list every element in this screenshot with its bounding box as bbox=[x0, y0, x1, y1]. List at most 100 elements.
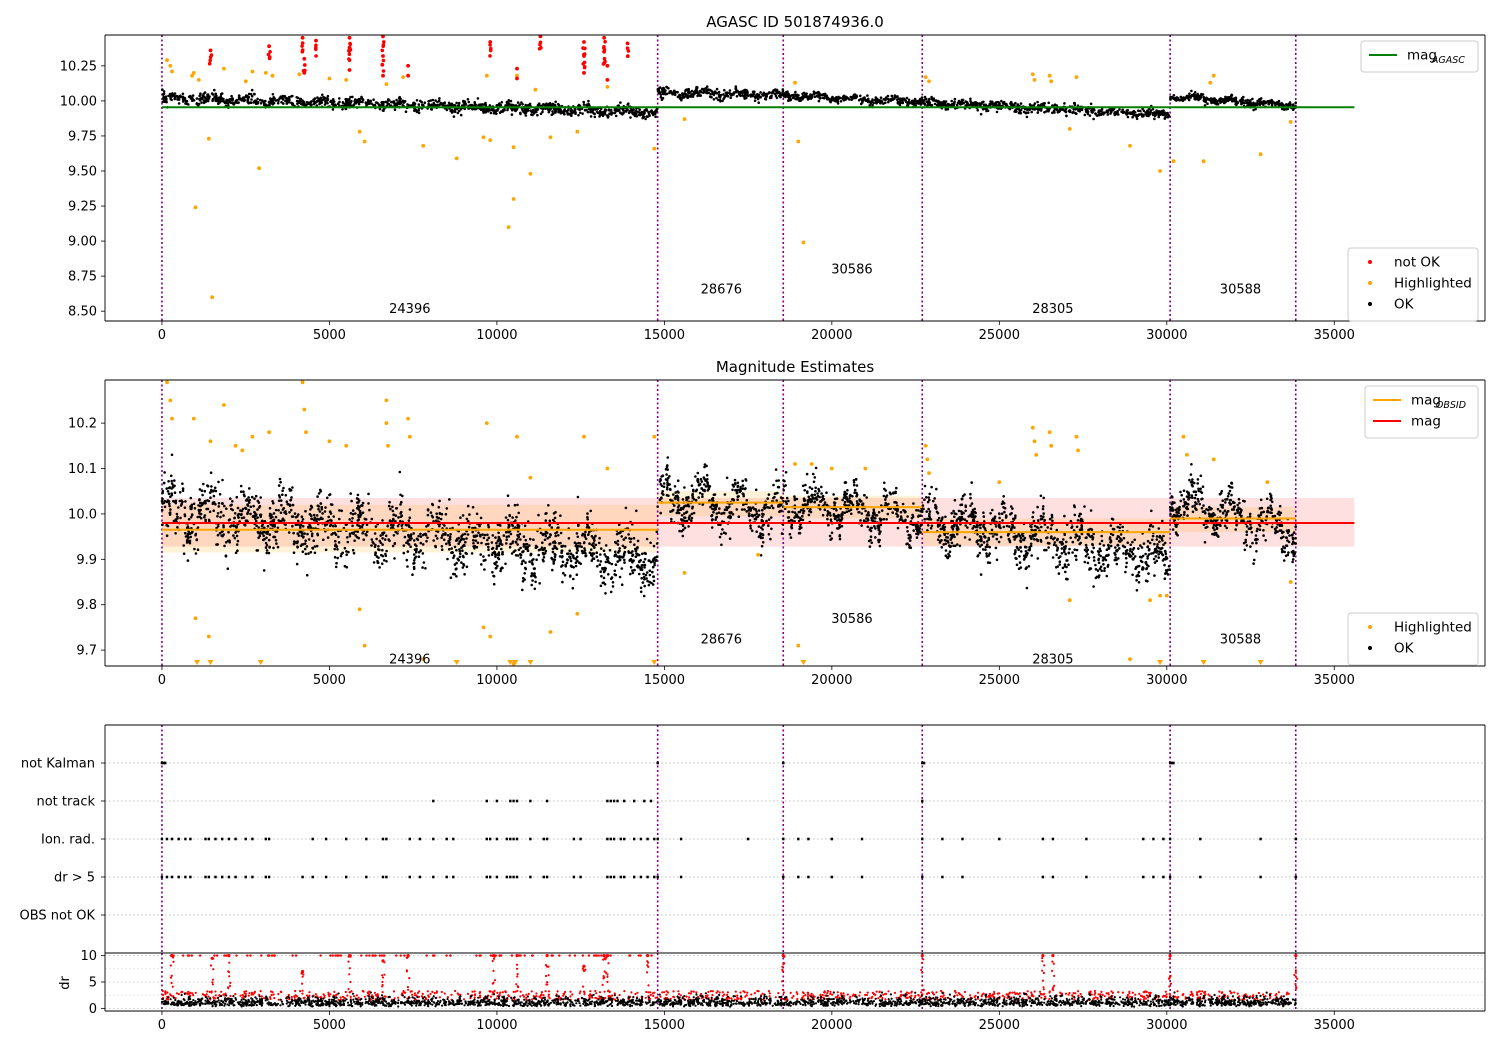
estimates-ok-point bbox=[290, 496, 293, 499]
estimates-ok-point bbox=[187, 518, 191, 521]
estimates-ok-point bbox=[271, 515, 274, 519]
estimates-ok-point bbox=[765, 519, 768, 523]
agasc-ok-point bbox=[753, 90, 756, 93]
agasc-ok-point bbox=[181, 95, 185, 99]
agasc-ok-point bbox=[168, 94, 172, 97]
estimates-ok-point bbox=[561, 580, 564, 584]
estimates-ok-point bbox=[297, 513, 300, 516]
estimates-ok-point bbox=[661, 490, 664, 493]
agasc-ok-point bbox=[1109, 109, 1113, 113]
estimates-ok-point bbox=[311, 546, 314, 550]
estimates-ok-point bbox=[432, 520, 435, 523]
estimates-ok-point bbox=[406, 565, 409, 568]
estimates-ok-point bbox=[465, 565, 469, 569]
estimates-ok-point bbox=[722, 531, 726, 534]
estimates-ok-point bbox=[292, 531, 295, 535]
estimates-ok-point bbox=[275, 542, 278, 545]
estimates-ok-point bbox=[331, 532, 335, 535]
agasc-ok-point bbox=[1073, 101, 1076, 105]
agasc-ok-point bbox=[1166, 115, 1170, 119]
estimates-ok-point bbox=[287, 503, 290, 506]
agasc-ok-point bbox=[213, 88, 216, 92]
estimates-ok-point bbox=[524, 566, 527, 570]
agasc-ok-point bbox=[933, 102, 937, 106]
estimates-ok-point bbox=[450, 547, 454, 550]
estimates-ok-point bbox=[717, 511, 721, 514]
agasc-ok-point bbox=[607, 108, 611, 111]
estimates-ok-point bbox=[631, 554, 634, 558]
agasc-highlighted-point bbox=[515, 73, 519, 78]
agasc-not-ok-point bbox=[381, 73, 385, 78]
estimates-ok-point bbox=[493, 551, 497, 554]
estimates-ok-point bbox=[681, 498, 685, 501]
agasc-ok-point bbox=[1047, 101, 1050, 105]
estimates-ok-point bbox=[161, 502, 164, 505]
agasc-ok-point bbox=[1010, 102, 1013, 105]
estimates-ok-point bbox=[218, 531, 222, 535]
agasc-ok-point bbox=[815, 94, 819, 98]
estimates-ok-point bbox=[629, 558, 633, 561]
estimates-ok-point bbox=[627, 550, 630, 553]
agasc-ok-point bbox=[1139, 109, 1142, 113]
estimates-ok-point bbox=[542, 556, 546, 559]
estimates-ok-point bbox=[317, 492, 321, 495]
estimates-ok-point bbox=[384, 534, 388, 538]
agasc-ok-point bbox=[318, 97, 322, 101]
estimates-ok-point bbox=[648, 559, 651, 562]
estimates-ok-point bbox=[664, 478, 668, 481]
estimates-ok-point bbox=[234, 531, 237, 534]
estimates-ok-point bbox=[216, 512, 220, 515]
agasc-highlighted-point bbox=[682, 117, 687, 121]
estimates-ok-point bbox=[247, 496, 250, 499]
estimates-ok-point bbox=[604, 544, 608, 547]
estimates-ok-point bbox=[281, 508, 285, 511]
estimates-ok-point bbox=[521, 580, 525, 583]
agasc-ok-point bbox=[645, 109, 649, 112]
estimates-ok-point bbox=[639, 586, 643, 590]
estimates-ok-point bbox=[659, 511, 662, 515]
estimates-ok-point bbox=[652, 544, 656, 548]
estimates-ok-point bbox=[252, 504, 255, 508]
estimates-ok-point bbox=[495, 566, 498, 570]
agasc-not-ok-point bbox=[515, 66, 519, 71]
estimates-ok-point bbox=[676, 509, 680, 512]
agasc-ok-point bbox=[764, 98, 768, 101]
agasc-ok-point bbox=[326, 98, 330, 101]
agasc-ok-point bbox=[570, 111, 573, 115]
estimates-ok-point bbox=[335, 561, 338, 565]
agasc-ok-point bbox=[452, 115, 456, 118]
agasc-ok-point bbox=[734, 91, 738, 94]
estimates-ok-point bbox=[319, 490, 323, 493]
estimates-ok-point bbox=[365, 523, 369, 526]
estimates-ok-point bbox=[402, 544, 406, 547]
estimates-ok-point bbox=[392, 513, 396, 517]
estimates-ok-point bbox=[620, 535, 623, 538]
estimates-ok-point bbox=[364, 532, 367, 536]
estimates-ok-point bbox=[328, 510, 332, 513]
estimates-ok-point bbox=[276, 526, 280, 530]
agasc-ok-point bbox=[659, 95, 663, 99]
agasc-ok-point bbox=[614, 114, 618, 118]
agasc-not-ok-point bbox=[488, 48, 493, 53]
estimates-ok-point bbox=[497, 538, 501, 541]
estimates-ok-point bbox=[301, 518, 305, 521]
estimates-ok-point bbox=[754, 488, 758, 492]
estimates-ok-point bbox=[494, 555, 497, 558]
estimates-ok-point bbox=[696, 479, 700, 482]
agasc-ok-point bbox=[541, 110, 544, 114]
estimates-ok-point bbox=[460, 561, 463, 564]
estimates-ok-point bbox=[620, 583, 624, 586]
agasc-ok-point bbox=[551, 102, 555, 106]
agasc-ok-point bbox=[162, 96, 165, 100]
estimates-ok-point bbox=[178, 499, 182, 503]
estimates-ok-point bbox=[186, 559, 190, 562]
estimates-ok-point bbox=[163, 499, 167, 503]
estimates-ok-point bbox=[480, 563, 483, 566]
estimates-ok-point bbox=[264, 546, 268, 549]
estimates-ok-point bbox=[639, 590, 643, 594]
estimates-ok-point bbox=[265, 549, 269, 552]
estimates-ok-point bbox=[386, 524, 390, 528]
agasc-highlighted-point bbox=[1074, 75, 1079, 79]
estimates-ok-point bbox=[560, 549, 564, 552]
estimates-ok-point bbox=[629, 537, 633, 541]
